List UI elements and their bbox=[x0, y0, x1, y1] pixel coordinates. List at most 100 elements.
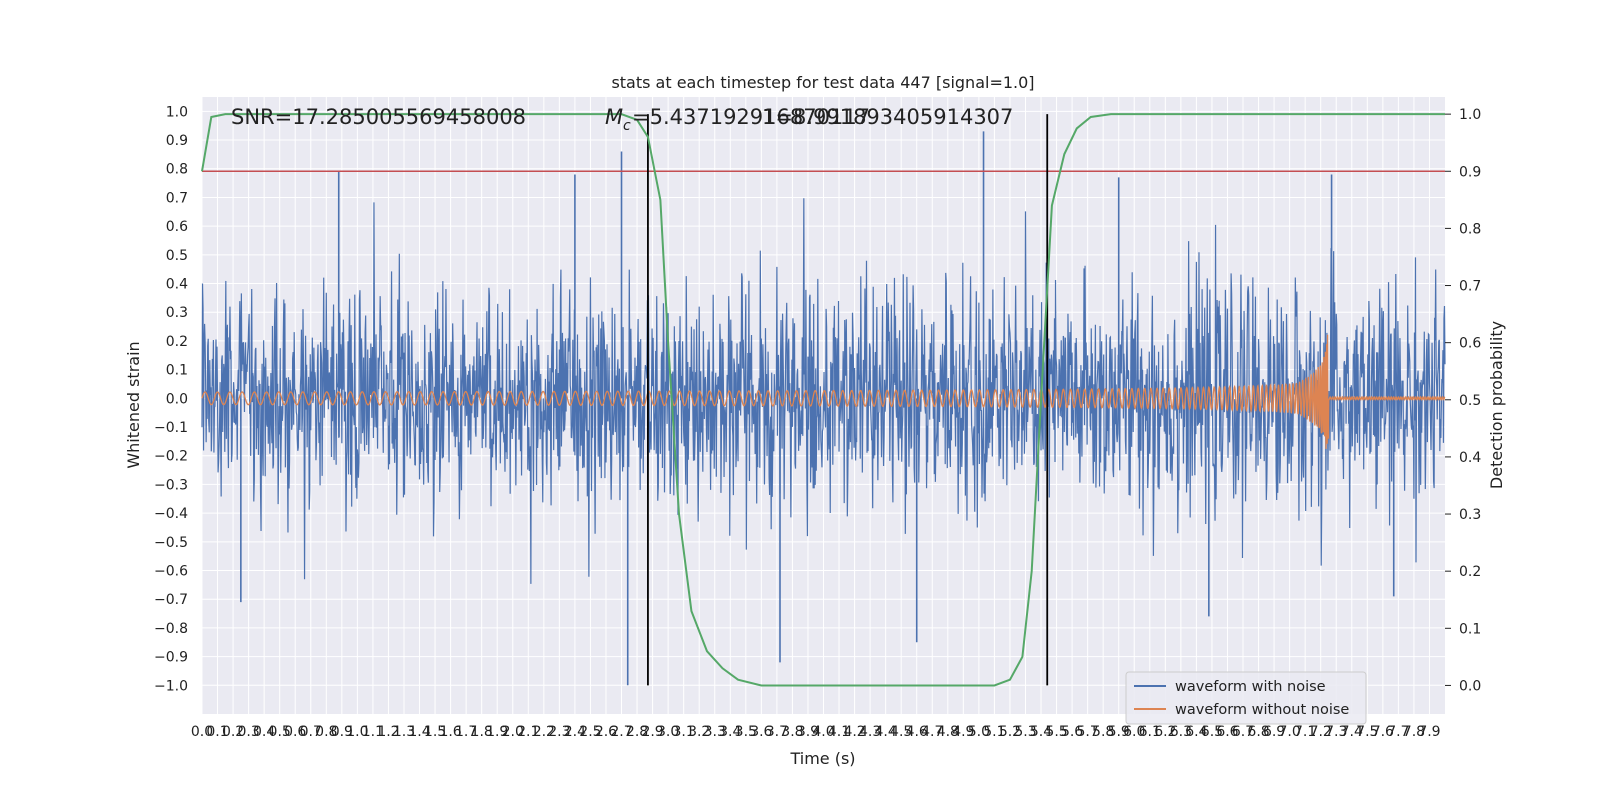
x-tick-label: 6.6 bbox=[1216, 724, 1238, 740]
y-tick-label: −0.2 bbox=[154, 449, 188, 465]
x-tick-label: 4.7 bbox=[921, 724, 943, 740]
x-tick-label: 2.1 bbox=[517, 724, 539, 740]
x-tick-label: 2.9 bbox=[641, 724, 663, 740]
x-tick-label: 1.2 bbox=[377, 724, 399, 740]
probability-series bbox=[201, 113, 1445, 687]
x-tick-label: 0.6 bbox=[284, 724, 306, 740]
mc-value: =5.437192916870117 bbox=[632, 105, 870, 129]
x-tick-label: 4.9 bbox=[952, 724, 974, 740]
x-tick-label: 2.7 bbox=[610, 724, 632, 740]
x-tick-label: 6.8 bbox=[1247, 724, 1269, 740]
legend-box bbox=[1125, 671, 1367, 725]
x-tick-label: 7.0 bbox=[1278, 724, 1300, 740]
y-tick-label: 0.3 bbox=[166, 305, 188, 321]
x-tick-label: 3.2 bbox=[688, 724, 710, 740]
mc-subscript: c bbox=[623, 118, 631, 134]
x-tick-label: 5.9 bbox=[1108, 724, 1130, 740]
x-tick-label: 1.8 bbox=[471, 724, 493, 740]
y2-tick-label: 0.4 bbox=[1459, 450, 1481, 466]
y-tick-label: −0.1 bbox=[154, 420, 188, 436]
x-tick-label: 6.3 bbox=[1170, 724, 1192, 740]
x-tick-label: 5.5 bbox=[1045, 724, 1067, 740]
y2-tick-label: 1.0 bbox=[1459, 107, 1481, 123]
noise-waveform-line bbox=[201, 198, 1446, 584]
x-tick-label: 3.9 bbox=[797, 724, 819, 740]
x-tick-label: 5.1 bbox=[983, 724, 1005, 740]
x-tick-label: 3.6 bbox=[750, 724, 772, 740]
x-tick-label: 6.0 bbox=[1123, 724, 1145, 740]
x-tick-label: 7.1 bbox=[1294, 724, 1316, 740]
y2-tick-label: 0.5 bbox=[1459, 393, 1481, 409]
x-tick-label: 5.7 bbox=[1077, 724, 1099, 740]
y2-tick-label: 0.2 bbox=[1459, 564, 1481, 580]
x-tick-label: 4.0 bbox=[812, 724, 834, 740]
x-tick-label: 0.0 bbox=[191, 724, 213, 740]
x-tick-label: 0.1 bbox=[206, 724, 228, 740]
mc-annotation: M c =5.437192916870117 bbox=[605, 105, 870, 134]
y2-axis-label: Detection probability bbox=[1487, 321, 1506, 489]
y2-tick-label: 0.7 bbox=[1459, 279, 1481, 295]
x-tick-label: 5.0 bbox=[968, 724, 990, 740]
y-tick-label: 0.0 bbox=[166, 391, 188, 407]
x-tick-label: 7.7 bbox=[1387, 724, 1409, 740]
y2-tick-label: 0.0 bbox=[1459, 678, 1481, 694]
x-tick-label: 4.1 bbox=[828, 724, 850, 740]
y-axis-label: Whitened strain bbox=[124, 341, 143, 468]
x-tick-label: 3.1 bbox=[673, 724, 695, 740]
x-tick-label: 1.1 bbox=[362, 724, 384, 740]
y2-tick-label: 0.8 bbox=[1459, 221, 1481, 237]
legend-label-noise: waveform with noise bbox=[1175, 679, 1326, 695]
x-tick-label: 0.8 bbox=[315, 724, 337, 740]
x-tick-labels: 0.00.10.20.30.40.50.60.70.80.91.01.11.21… bbox=[191, 724, 1441, 740]
x-tick-label: 6.7 bbox=[1232, 724, 1254, 740]
clean-waveform-line bbox=[201, 334, 1446, 449]
y2-tick-label: 0.6 bbox=[1459, 336, 1481, 352]
x-tick-label: 5.2 bbox=[999, 724, 1021, 740]
noise-series bbox=[201, 131, 1446, 686]
y-tick-label: −0.4 bbox=[154, 506, 188, 522]
x-tick-label: 7.2 bbox=[1310, 724, 1332, 740]
y2-tick-label: 0.3 bbox=[1459, 507, 1481, 523]
x-tick-label: 6.9 bbox=[1263, 724, 1285, 740]
y-tick-label: 0.5 bbox=[166, 248, 188, 264]
y-tick-label: −1.0 bbox=[154, 678, 188, 694]
y-tick-label: −0.3 bbox=[154, 477, 188, 493]
x-tick-label: 0.9 bbox=[331, 724, 353, 740]
x-tick-label: 0.2 bbox=[222, 724, 244, 740]
x-tick-label: 1.7 bbox=[455, 724, 477, 740]
x-tick-label: 3.8 bbox=[781, 724, 803, 740]
x-tick-label: 4.3 bbox=[859, 724, 881, 740]
y-tick-label: 0.2 bbox=[166, 334, 188, 350]
y2-tick-label: 0.1 bbox=[1459, 621, 1481, 637]
x-tick-label: 6.4 bbox=[1185, 724, 1207, 740]
y-tick-labels: 1.0 0.9 0.8 0.7 0.6 0.5 0.4 0.3 0.2 0.1 0.0 −0.1 −0.… bbox=[154, 104, 188, 694]
x-tick-label: 5.4 bbox=[1030, 724, 1052, 740]
x-tick-label: 2.4 bbox=[564, 724, 586, 740]
x-tick-label: 7.8 bbox=[1403, 724, 1425, 740]
x-tick-label: 4.2 bbox=[843, 724, 865, 740]
x-tick-label: 2.0 bbox=[502, 724, 524, 740]
x-axis-label: Time (s) bbox=[789, 749, 855, 768]
x-tick-label: 1.3 bbox=[393, 724, 415, 740]
x-tick-label: 6.1 bbox=[1139, 724, 1161, 740]
x-tick-label: 6.2 bbox=[1154, 724, 1176, 740]
chart-title: stats at each timestep for test data 447… bbox=[611, 73, 1034, 92]
x-tick-label: 7.3 bbox=[1325, 724, 1347, 740]
y2-tick-labels: 1.0 0.9 0.8 0.7 0.6 0.5 0.4 0.3 0.2 0.1 0.0 bbox=[1445, 107, 1481, 694]
x-tick-label: 5.3 bbox=[1014, 724, 1036, 740]
x-tick-label: 5.8 bbox=[1092, 724, 1114, 740]
x-tick-label: 4.6 bbox=[906, 724, 928, 740]
x-tick-label: 3.5 bbox=[735, 724, 757, 740]
y-tick-label: −0.8 bbox=[154, 621, 188, 637]
y-tick-label: −0.7 bbox=[154, 592, 188, 608]
x-tick-label: 2.5 bbox=[579, 724, 601, 740]
x-tick-label: 0.7 bbox=[300, 724, 322, 740]
legend-label-clean: waveform without noise bbox=[1175, 702, 1349, 718]
clean-series bbox=[201, 334, 1446, 449]
y-tick-label: 0.7 bbox=[166, 190, 188, 206]
y-tick-label: 0.4 bbox=[166, 277, 188, 293]
x-tick-label: 7.4 bbox=[1341, 724, 1363, 740]
x-tick-label: 6.5 bbox=[1201, 724, 1223, 740]
x-tick-label: 1.0 bbox=[346, 724, 368, 740]
